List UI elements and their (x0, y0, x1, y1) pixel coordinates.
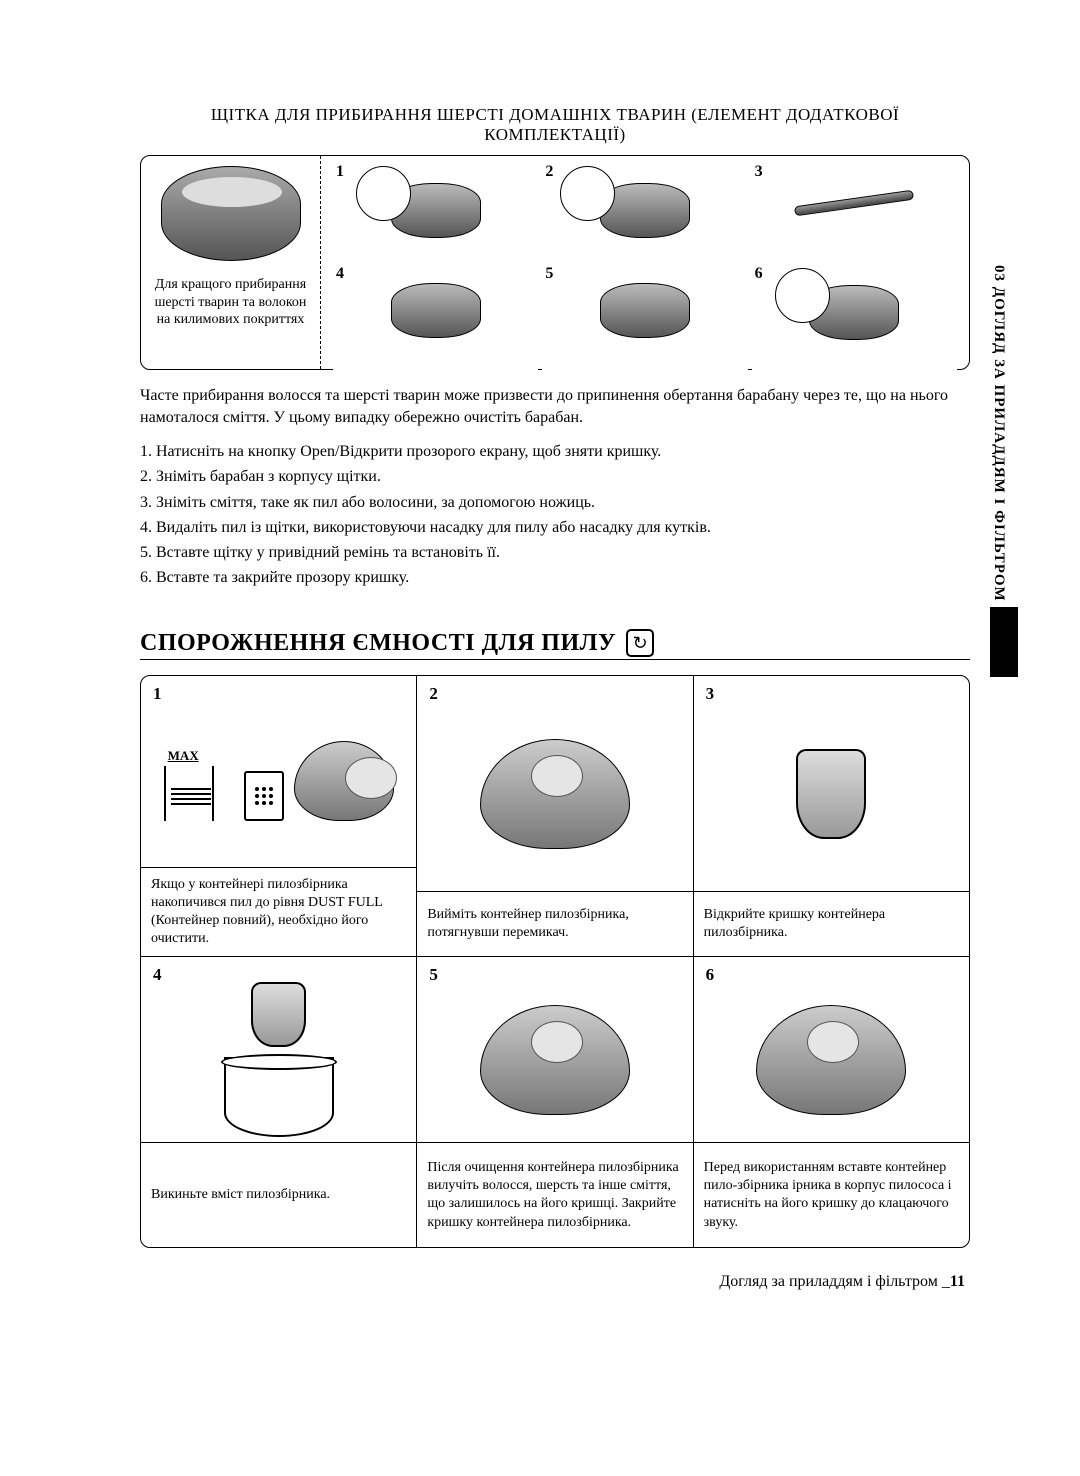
s2-caption: Викиньте вміст пилозбірника. (141, 1142, 416, 1247)
s2-cell-3: 3 Відкрийте кришку контейнера пилозбірни… (693, 676, 969, 956)
step-item: 3. Зніміть сміття, таке як пил або волос… (140, 491, 970, 514)
step-item: 5. Вставте щітку у привідний ремінь та в… (140, 541, 970, 564)
side-tab-label: 03 ДОГЛЯД ЗА ПРИЛАДДЯМ І ФІЛЬТРОМ (990, 265, 1007, 602)
s2-row-2: 4 Викиньте вміст пилозбірника. 5 Після о… (141, 956, 969, 1247)
canister-illustration (251, 982, 306, 1047)
section2-header: СПОРОЖНЕННЯ ЄМНОСТІ ДЛЯ ПИЛУ ↻ (140, 629, 970, 660)
s2-num: 6 (706, 965, 715, 985)
section1-box: Для кращого прибирання шерсті тварин та … (140, 155, 970, 370)
manual-page: 03 ДОГЛЯД ЗА ПРИЛАДДЯМ І ФІЛЬТРОМ ЩІТКА … (0, 0, 1080, 1476)
s2-caption: Перед використанням вставте контейнер пи… (694, 1142, 969, 1247)
page-footer: Догляд за приладдям і фільтром _11 (140, 1273, 970, 1291)
s1-num: 6 (755, 265, 763, 283)
s1-cell-4: 4 (331, 263, 540, 365)
s1-cell-1: 1 (331, 161, 540, 263)
s2-num: 4 (153, 965, 162, 985)
dust-bin-icon: ↻ (626, 629, 654, 657)
vacuum-illustration (480, 739, 630, 849)
max-indicator: MAX (164, 766, 214, 821)
s1-num: 1 (336, 163, 344, 181)
step-item: 4. Видаліть пил із щітки, використовуючи… (140, 516, 970, 539)
section1-intro: Часте прибирання волосся та шерсті твари… (140, 385, 970, 428)
pet-brush-illustration (161, 166, 301, 261)
s2-caption: Якщо у контейнері пилозбірника накопичив… (141, 867, 416, 957)
section1-steps-grid: 1 2 3 4 5 6 (321, 156, 969, 369)
s1-cell-5: 5 (540, 263, 749, 365)
step-item: 2. Зніміть барабан з корпусу щітки. (140, 465, 970, 488)
page-number: 11 (950, 1273, 965, 1290)
s1-cell-3: 3 (750, 161, 959, 263)
s2-cell-6: 6 Перед використанням вставте контейнер … (693, 957, 969, 1247)
vacuum-illustration (294, 741, 394, 821)
step-item: 6. Вставте та закрийте прозору кришку. (140, 566, 970, 589)
s2-num: 3 (706, 684, 715, 704)
canister-illustration (796, 749, 866, 839)
s1-num: 4 (336, 265, 344, 283)
s2-cell-1: 1 MAX Якщо у (141, 676, 416, 956)
section1-steps-list: 1. Натисніть на кнопку Open/Відкрити про… (140, 440, 970, 589)
dust-level-icon (244, 771, 284, 821)
max-label: MAX (168, 748, 199, 764)
vacuum-illustration (480, 1005, 630, 1115)
s2-cell-5: 5 Після очищення контейнера пилозбірника… (416, 957, 692, 1247)
s2-caption: Після очищення контейнера пилозбірника в… (417, 1142, 692, 1247)
side-tab: 03 ДОГЛЯД ЗА ПРИЛАДДЯМ І ФІЛЬТРОМ (990, 265, 1018, 677)
section2-box: 1 MAX Якщо у (140, 675, 970, 1248)
s2-caption: Вийміть контейнер пилозбірника, потягнув… (417, 891, 692, 956)
footer-text: Догляд за приладдям і фільтром _ (719, 1273, 949, 1290)
s2-cell-4: 4 Викиньте вміст пилозбірника. (141, 957, 416, 1247)
s2-caption: Відкрийте кришку контейнера пилозбірника… (694, 891, 969, 956)
s2-row-1: 1 MAX Якщо у (141, 676, 969, 956)
s2-cell-2: 2 Вийміть контейнер пилозбірника, потягн… (416, 676, 692, 956)
s1-cell-6: 6 (750, 263, 959, 365)
s1-num: 2 (545, 163, 553, 181)
s1-num: 3 (755, 163, 763, 181)
s2-num: 1 (153, 684, 162, 704)
s1-num: 5 (545, 265, 553, 283)
trash-bin-illustration (224, 1057, 334, 1137)
section1-title: ЩІТКА ДЛЯ ПРИБИРАННЯ ШЕРСТІ ДОМАШНІХ ТВА… (140, 105, 970, 145)
vacuum-illustration (756, 1005, 906, 1115)
s1-cell-2: 2 (540, 161, 749, 263)
s2-num: 2 (429, 684, 438, 704)
section1-left-caption: Для кращого прибирання шерсті тварин та … (151, 276, 310, 329)
side-tab-marker (990, 607, 1018, 677)
s2-num: 5 (429, 965, 438, 985)
section2-title: СПОРОЖНЕННЯ ЄМНОСТІ ДЛЯ ПИЛУ (140, 630, 616, 657)
step-item: 1. Натисніть на кнопку Open/Відкрити про… (140, 440, 970, 463)
section1-left-panel: Для кращого прибирання шерсті тварин та … (141, 156, 321, 369)
